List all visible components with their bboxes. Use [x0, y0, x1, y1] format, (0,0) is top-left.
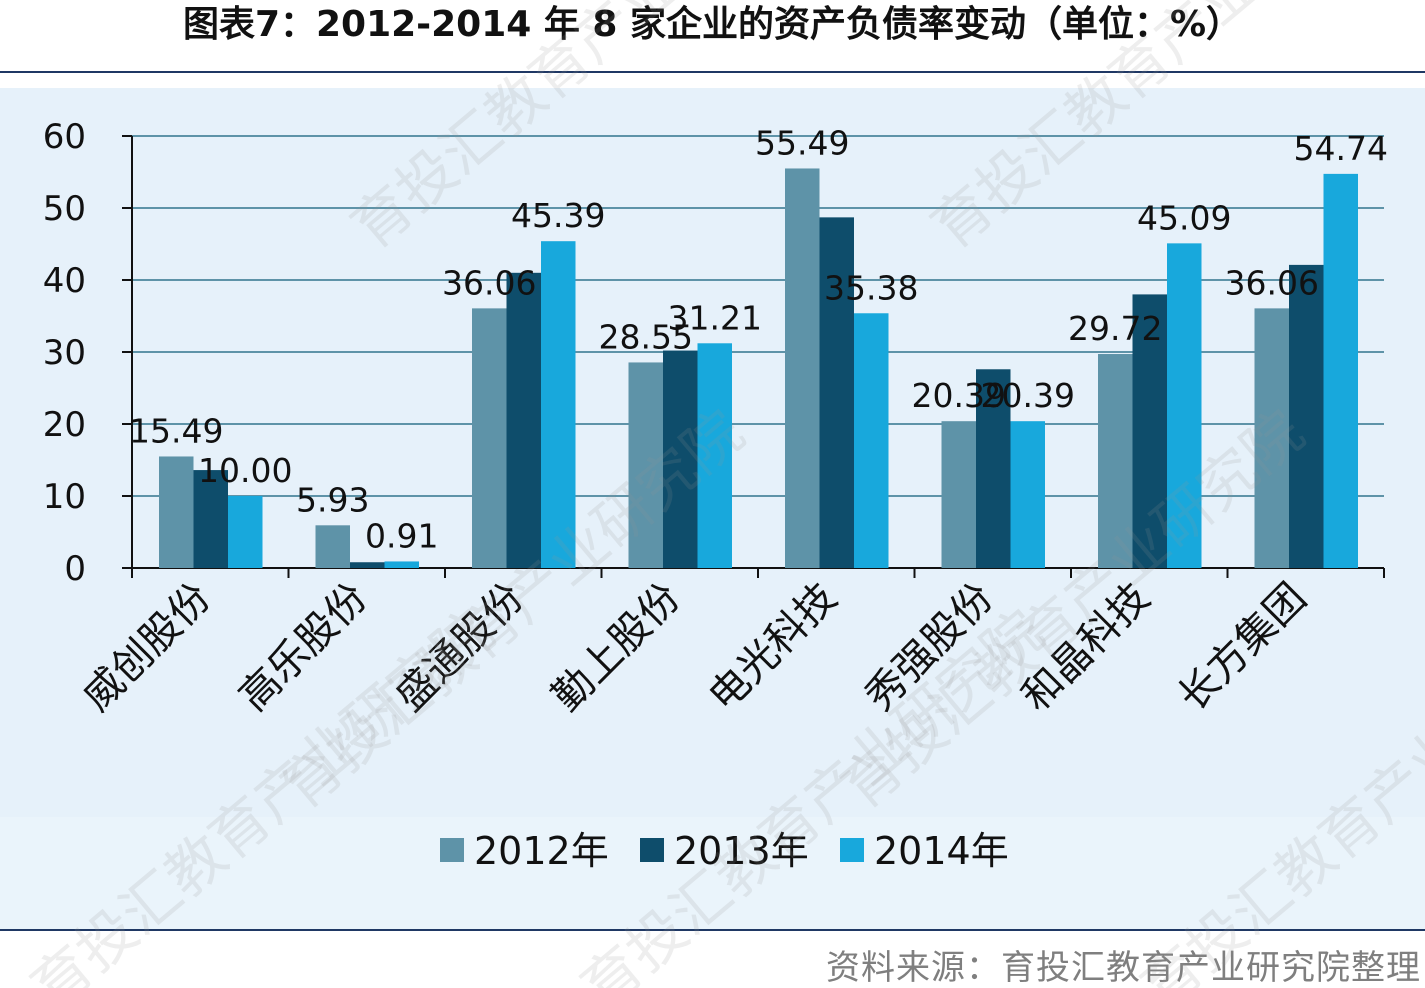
- bar: [976, 369, 1011, 568]
- data-label: 15.49: [129, 411, 223, 450]
- bar: [472, 308, 507, 568]
- chart-title: 图表7：2012-2014 年 8 家企业的资产负债率变动（单位：%）: [182, 4, 1243, 45]
- bar: [350, 562, 385, 568]
- data-label: 36.06: [442, 263, 536, 302]
- legend-label: 2012年: [474, 829, 609, 873]
- y-tick-label: 20: [43, 405, 86, 445]
- x-tick-label: 电光科技: [700, 575, 846, 721]
- bar: [819, 217, 854, 569]
- bar: [1254, 308, 1289, 568]
- x-tick-label: 威创股份: [74, 575, 220, 721]
- y-tick-label: 50: [43, 189, 86, 229]
- data-label: 45.09: [1137, 198, 1231, 237]
- bar: [1010, 421, 1045, 568]
- data-label: 54.74: [1294, 129, 1388, 168]
- bar: [193, 470, 228, 568]
- data-label: 28.55: [599, 317, 693, 356]
- footer-rule: [0, 929, 1425, 931]
- bar: [1167, 243, 1202, 569]
- bar: [1098, 354, 1133, 568]
- data-label: 20.39: [912, 376, 1006, 415]
- x-tick-label: 高乐股份: [231, 575, 377, 721]
- legend-label: 2013年: [674, 829, 809, 873]
- bar: [854, 313, 889, 568]
- bar: [159, 456, 194, 568]
- x-tick-label: 秀强股份: [857, 575, 1003, 721]
- x-tick-label: 盛通股份: [387, 575, 533, 721]
- data-label: 10.00: [198, 451, 292, 490]
- y-tick-label: 40: [43, 261, 86, 301]
- bar: [1289, 264, 1324, 568]
- bar: [541, 241, 576, 568]
- source-note: 资料来源：育投汇教育产业研究院整理: [826, 948, 1421, 988]
- title-rule: [0, 71, 1425, 73]
- x-tick-label: 勤上股份: [544, 575, 690, 721]
- data-label: 5.93: [296, 480, 369, 519]
- data-label: 55.49: [755, 123, 849, 162]
- data-label: 29.72: [1068, 309, 1162, 348]
- y-tick-label: 0: [64, 549, 86, 589]
- x-tick-label: 和晶科技: [1013, 575, 1159, 721]
- bar: [1323, 173, 1358, 568]
- legend-swatch: [840, 838, 864, 862]
- bar: [785, 168, 820, 569]
- data-label: 36.06: [1225, 263, 1319, 302]
- x-tick-label: 长方集团: [1170, 575, 1316, 721]
- legend-swatch: [640, 838, 664, 862]
- data-label: 20.39: [981, 376, 1075, 415]
- data-label: 31.21: [668, 298, 762, 337]
- data-label: 35.38: [824, 268, 918, 307]
- y-tick-label: 30: [43, 333, 86, 373]
- data-label: 45.39: [511, 196, 605, 235]
- y-tick-label: 60: [43, 117, 86, 157]
- bar: [228, 496, 263, 568]
- bar: [506, 272, 541, 568]
- legend-background: [0, 817, 1425, 929]
- bar: [1132, 294, 1167, 568]
- bar: [628, 362, 663, 568]
- data-label: 0.91: [365, 516, 438, 555]
- bar: [697, 343, 732, 568]
- bar: [663, 350, 698, 568]
- legend-swatch: [440, 838, 464, 862]
- bar: [384, 561, 419, 568]
- y-tick-label: 10: [43, 477, 86, 517]
- legend-label: 2014年: [874, 829, 1009, 873]
- bar: [941, 421, 976, 568]
- bar: [315, 525, 350, 568]
